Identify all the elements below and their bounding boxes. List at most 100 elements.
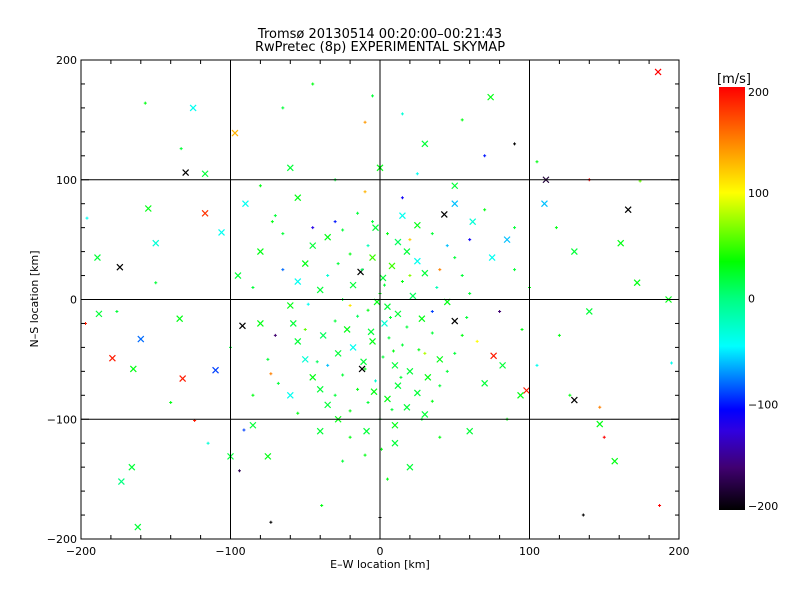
data-point-plus [400, 343, 404, 347]
data-point-cross [391, 361, 399, 369]
data-point-plus [554, 226, 558, 230]
data-point-cross [541, 200, 548, 208]
data-point-cross [349, 281, 357, 289]
data-point-plus [363, 120, 367, 124]
colorbar-tick-label: −100 [748, 398, 778, 411]
data-point-plus [269, 520, 273, 524]
y-tick-label: 200 [56, 54, 77, 67]
data-point-plus [169, 400, 173, 404]
data-point-plus [281, 232, 285, 236]
data-point-cross [391, 439, 399, 447]
data-point-plus [445, 369, 449, 373]
data-point-cross [421, 269, 429, 277]
data-point-plus [430, 232, 434, 236]
data-point-plus [468, 238, 472, 242]
data-point-cross [391, 421, 399, 429]
data-point-cross [343, 326, 351, 333]
data-point-cross [334, 349, 342, 357]
data-point-plus [281, 268, 285, 272]
data-point-plus [326, 274, 330, 278]
data-point-cross [264, 452, 272, 460]
data-point-cross [316, 427, 324, 435]
data-point-cross [394, 310, 402, 318]
colorbar-tick-label: −200 [748, 500, 778, 513]
data-point-plus [348, 303, 352, 307]
data-point-plus [535, 160, 539, 164]
x-tick-label: −200 [66, 545, 96, 558]
data-point-cross [406, 367, 414, 375]
data-point-plus [670, 361, 674, 365]
data-point-cross [189, 104, 197, 112]
data-point-cross [218, 229, 225, 236]
data-point-plus [460, 333, 464, 337]
data-point-plus [483, 154, 487, 158]
data-point-cross [381, 320, 388, 327]
data-point-plus [598, 405, 602, 409]
data-point-plus [341, 459, 345, 463]
data-point-cross [403, 403, 411, 411]
chart-title: Tromsø 20130514 00:20:00–00:21:43 [257, 27, 502, 42]
data-point-cross [286, 302, 294, 309]
y-tick-label: −100 [47, 413, 77, 426]
data-point-plus [366, 400, 370, 404]
data-point-cross [384, 303, 391, 311]
data-point-plus [366, 244, 370, 248]
plot-axes: −200 −100 0 100 200 −200 −100 0 100 200 [47, 54, 690, 558]
data-point-cross [294, 194, 302, 202]
data-point-cross [523, 387, 530, 394]
data-point-cross [370, 388, 378, 396]
data-point-cross [234, 272, 242, 279]
data-point-plus [371, 94, 375, 98]
data-point-plus [400, 196, 404, 200]
data-point-plus [363, 453, 367, 457]
data-point-cross [324, 233, 332, 241]
data-point-cross [409, 292, 417, 300]
data-point-plus [363, 367, 367, 371]
data-point-plus [348, 435, 352, 439]
data-point-cross [256, 320, 264, 327]
data-point-cross [469, 218, 477, 226]
data-point-cross [363, 427, 370, 435]
data-point-plus [341, 228, 345, 232]
data-point-plus [581, 513, 585, 517]
data-point-plus [85, 216, 89, 220]
data-point-plus [498, 309, 502, 313]
data-point-plus [273, 333, 277, 337]
data-point-plus [408, 274, 412, 278]
data-point-cross [316, 385, 324, 393]
data-point-cross [179, 375, 187, 382]
data-point-cross [201, 209, 209, 217]
x-axis-label: E–W location [km] [330, 558, 430, 571]
data-point-cross [421, 140, 429, 148]
data-point-cross [144, 205, 152, 212]
data-point-cross [517, 391, 524, 399]
data-point-plus [483, 208, 487, 212]
data-point-plus [348, 409, 352, 413]
data-point-cross [117, 478, 125, 485]
data-point-plus [400, 112, 404, 116]
data-point-plus [266, 357, 270, 361]
data-point-cross [319, 332, 327, 339]
data-point-plus [513, 142, 517, 146]
data-point-cross [585, 308, 593, 315]
data-point-plus [341, 373, 345, 377]
data-point-cross [394, 382, 402, 390]
data-point-plus [356, 211, 360, 215]
data-point-plus [513, 268, 517, 272]
data-point-cross [201, 170, 209, 178]
data-point-plus [273, 214, 277, 218]
x-tick-label: 0 [377, 545, 384, 558]
data-point-cross [499, 361, 507, 369]
data-point-cross [406, 463, 414, 471]
data-point-plus [430, 399, 434, 403]
data-point-plus [356, 387, 360, 391]
data-point-cross [360, 358, 367, 366]
data-point-cross [399, 212, 406, 220]
data-point-cross [294, 337, 302, 345]
data-point-plus [535, 363, 539, 367]
data-point-cross [301, 355, 309, 363]
data-point-plus [179, 147, 183, 151]
data-point-plus [408, 238, 412, 242]
data-point-cross [256, 248, 264, 256]
y-tick-label: 0 [70, 294, 77, 307]
